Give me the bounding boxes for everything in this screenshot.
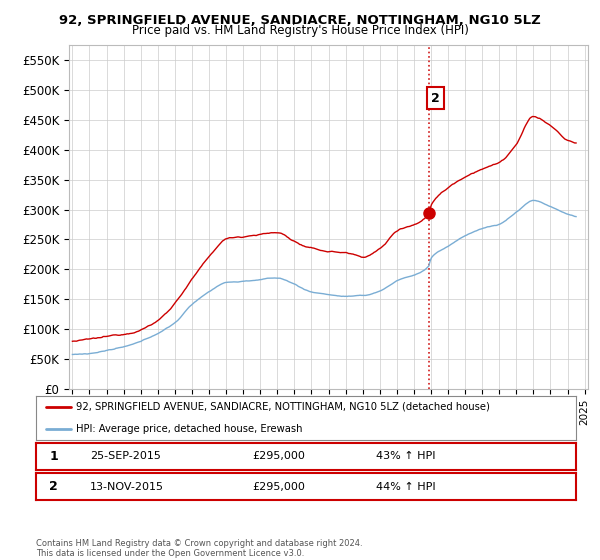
Text: 43% ↑ HPI: 43% ↑ HPI [376,451,436,461]
Text: 2: 2 [49,480,58,493]
Text: 2: 2 [431,92,440,105]
Text: 1: 1 [49,450,58,463]
Text: Price paid vs. HM Land Registry's House Price Index (HPI): Price paid vs. HM Land Registry's House … [131,24,469,37]
Text: 13-NOV-2015: 13-NOV-2015 [90,482,164,492]
Text: HPI: Average price, detached house, Erewash: HPI: Average price, detached house, Erew… [77,424,303,433]
Text: 92, SPRINGFIELD AVENUE, SANDIACRE, NOTTINGHAM, NG10 5LZ: 92, SPRINGFIELD AVENUE, SANDIACRE, NOTTI… [59,14,541,27]
Text: Contains HM Land Registry data © Crown copyright and database right 2024.
This d: Contains HM Land Registry data © Crown c… [36,539,362,558]
Text: £295,000: £295,000 [252,451,305,461]
Text: 25-SEP-2015: 25-SEP-2015 [90,451,161,461]
Text: £295,000: £295,000 [252,482,305,492]
Text: 44% ↑ HPI: 44% ↑ HPI [376,482,436,492]
Text: 92, SPRINGFIELD AVENUE, SANDIACRE, NOTTINGHAM, NG10 5LZ (detached house): 92, SPRINGFIELD AVENUE, SANDIACRE, NOTTI… [77,402,490,412]
